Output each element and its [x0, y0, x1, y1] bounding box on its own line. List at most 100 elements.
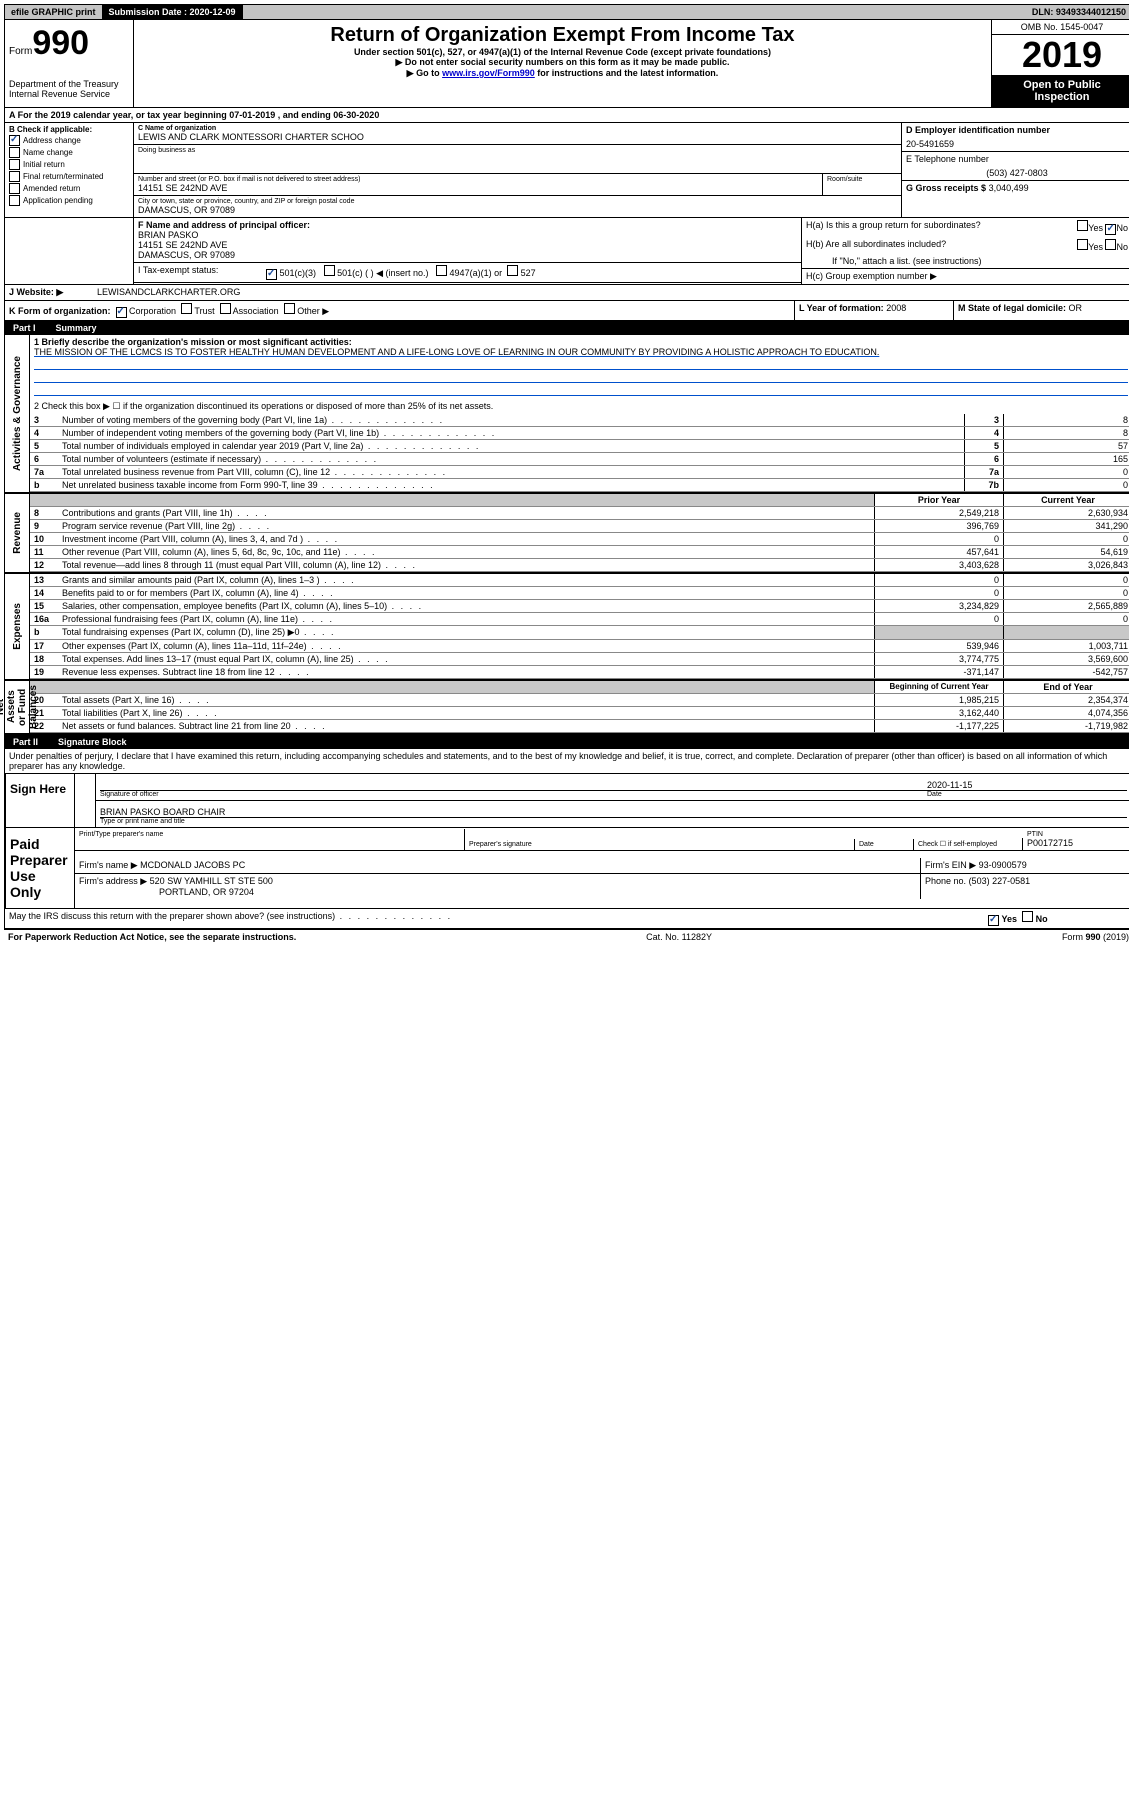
check-app-pending[interactable] — [9, 195, 20, 206]
sig-officer-label: Signature of officer — [100, 790, 927, 798]
box-d-label: D Employer identification number — [906, 125, 1128, 135]
check-assoc[interactable] — [220, 303, 231, 314]
table-row: 15Salaries, other compensation, employee… — [30, 600, 1129, 613]
form-container: Form990 Department of the Treasury Inter… — [4, 20, 1129, 930]
table-row: 8Contributions and grants (Part VIII, li… — [30, 507, 1129, 520]
section-a: A For the 2019 calendar year, or tax yea… — [5, 108, 1129, 123]
ptin: P00172715 — [1027, 838, 1127, 848]
header-sub2: ▶ Do not enter social security numbers o… — [138, 57, 987, 68]
form-title: Return of Organization Exempt From Incom… — [138, 24, 987, 47]
org-name: LEWIS AND CLARK MONTESSORI CHARTER SCHOO — [138, 132, 897, 142]
footer: For Paperwork Reduction Act Notice, see … — [4, 930, 1129, 944]
check-527[interactable] — [507, 265, 518, 276]
check-label: Final return/terminated — [23, 172, 103, 181]
firm-addr1: 520 SW YAMHILL ST STE 500 — [150, 876, 273, 886]
table-row: 21Total liabilities (Part X, line 26)3,1… — [30, 707, 1129, 720]
paperwork-notice: For Paperwork Reduction Act Notice, see … — [8, 932, 296, 942]
check-amended[interactable] — [9, 183, 20, 194]
ha-no[interactable] — [1105, 224, 1116, 235]
klm-row: K Form of organization: Corporation Trus… — [5, 301, 1129, 321]
firm-phone: (503) 227-0581 — [969, 876, 1031, 886]
net-assets-block: Net Assets or Fund Balances Beginning of… — [5, 681, 1129, 735]
check-initial-return[interactable] — [9, 159, 20, 170]
firm-ein-label: Firm's EIN ▶ — [925, 860, 976, 870]
part1-name: Summary — [56, 323, 97, 333]
revenue-block: Revenue Prior YearCurrent Year 8Contribu… — [5, 494, 1129, 574]
box-b: B Check if applicable: Address change Na… — [5, 123, 134, 217]
sign-here-label: Sign Here — [6, 774, 75, 827]
hb-no[interactable] — [1105, 239, 1116, 250]
box-c: C Name of organization LEWIS AND CLARK M… — [134, 123, 901, 217]
firm-addr-label: Firm's address ▶ — [79, 876, 147, 886]
table-row: 7aTotal unrelated business revenue from … — [30, 466, 1129, 479]
firm-ein: 93-0900579 — [979, 860, 1027, 870]
part2-num: Part II — [13, 737, 38, 747]
part2-name: Signature Block — [58, 737, 127, 747]
activities-governance-block: Activities & Governance 1 Briefly descri… — [5, 335, 1129, 494]
dept-treasury: Department of the Treasury — [9, 79, 129, 89]
side-revenue: Revenue — [10, 508, 25, 558]
discuss-yes[interactable] — [988, 915, 999, 926]
hb-label: H(b) Are all subordinates included? — [806, 239, 946, 252]
discuss-no[interactable] — [1022, 911, 1033, 922]
col-prior: Prior Year — [875, 494, 1004, 507]
table-row: 12Total revenue—add lines 8 through 11 (… — [30, 559, 1129, 572]
efile-label[interactable]: efile GRAPHIC print — [5, 5, 103, 19]
box-j-label: J Website: ▶ — [5, 285, 93, 300]
dba-label: Doing business as — [138, 147, 897, 154]
check-label: Initial return — [23, 160, 65, 169]
sign-here-block: Sign Here Signature of officer 2020-11-1… — [5, 774, 1129, 828]
table-row: 22Net assets or fund balances. Subtract … — [30, 720, 1129, 733]
sig-date: 2020-11-15 — [927, 780, 1127, 790]
hb-yes[interactable] — [1077, 239, 1088, 250]
check-final-return[interactable] — [9, 171, 20, 182]
check-other[interactable] — [284, 303, 295, 314]
officer-group-block: F Name and address of principal officer:… — [5, 218, 1129, 285]
box-l-label: L Year of formation: — [799, 303, 884, 313]
tax-year: 2019 — [992, 35, 1129, 75]
hc-label: H(c) Group exemption number ▶ — [802, 269, 1129, 284]
check-label: Amended return — [23, 184, 80, 193]
check-501c3[interactable] — [266, 269, 277, 280]
instructions-link[interactable]: www.irs.gov/Form990 — [442, 68, 535, 78]
check-4947[interactable] — [436, 265, 447, 276]
check-label: Name change — [23, 148, 73, 157]
check-name-change[interactable] — [9, 147, 20, 158]
check-corp[interactable] — [116, 307, 127, 318]
opt-label: 501(c) ( ) ◀ (insert no.) — [337, 268, 428, 278]
ha-yes[interactable] — [1077, 220, 1088, 231]
room-label: Room/suite — [827, 176, 897, 183]
table-row: bTotal fundraising expenses (Part IX, co… — [30, 626, 1129, 640]
officer-name: BRIAN PASKO — [138, 230, 797, 240]
check-label: Address change — [23, 136, 81, 145]
table-row: 6Total number of volunteers (estimate if… — [30, 453, 1129, 466]
form-label: Form — [9, 46, 32, 57]
part2-header: Part II Signature Block — [5, 735, 1129, 749]
header-sub3: ▶ Go to www.irs.gov/Form990 for instruct… — [138, 68, 987, 79]
check-trust[interactable] — [181, 303, 192, 314]
sub3-post: for instructions and the latest informat… — [535, 68, 719, 78]
check-501c[interactable] — [324, 265, 335, 276]
expenses-table: 13Grants and similar amounts paid (Part … — [30, 574, 1129, 679]
sub3-pre: ▶ Go to — [407, 68, 442, 78]
submission-date: Submission Date : 2020-12-09 — [103, 5, 243, 19]
table-row: 14Benefits paid to or for members (Part … — [30, 587, 1129, 600]
table-row: 19Revenue less expenses. Subtract line 1… — [30, 666, 1129, 679]
box-g-label: G Gross receipts $ — [906, 183, 986, 193]
part1-header: Part I Summary — [5, 321, 1129, 335]
table-row: bNet unrelated business taxable income f… — [30, 479, 1129, 492]
firm-name: MCDONALD JACOBS PC — [140, 860, 245, 870]
prep-name-label: Print/Type preparer's name — [79, 831, 460, 838]
sig-date-label: Date — [927, 790, 1127, 798]
website-row: J Website: ▶ LEWISANDCLARKCHARTER.ORG — [5, 285, 1129, 301]
table-row: 10Investment income (Part VIII, column (… — [30, 533, 1129, 546]
paid-preparer-label: Paid Preparer Use Only — [6, 828, 75, 908]
ha-label: H(a) Is this a group return for subordin… — [806, 220, 981, 235]
website: LEWISANDCLARKCHARTER.ORG — [93, 285, 244, 300]
firm-phone-label: Phone no. — [925, 876, 966, 886]
check-address-change[interactable] — [9, 135, 20, 146]
part1-num: Part I — [13, 323, 36, 333]
addr-label: Number and street (or P.O. box if mail i… — [138, 176, 818, 183]
firm-name-label: Firm's name ▶ — [79, 860, 138, 870]
check-label: Application pending — [23, 196, 93, 205]
